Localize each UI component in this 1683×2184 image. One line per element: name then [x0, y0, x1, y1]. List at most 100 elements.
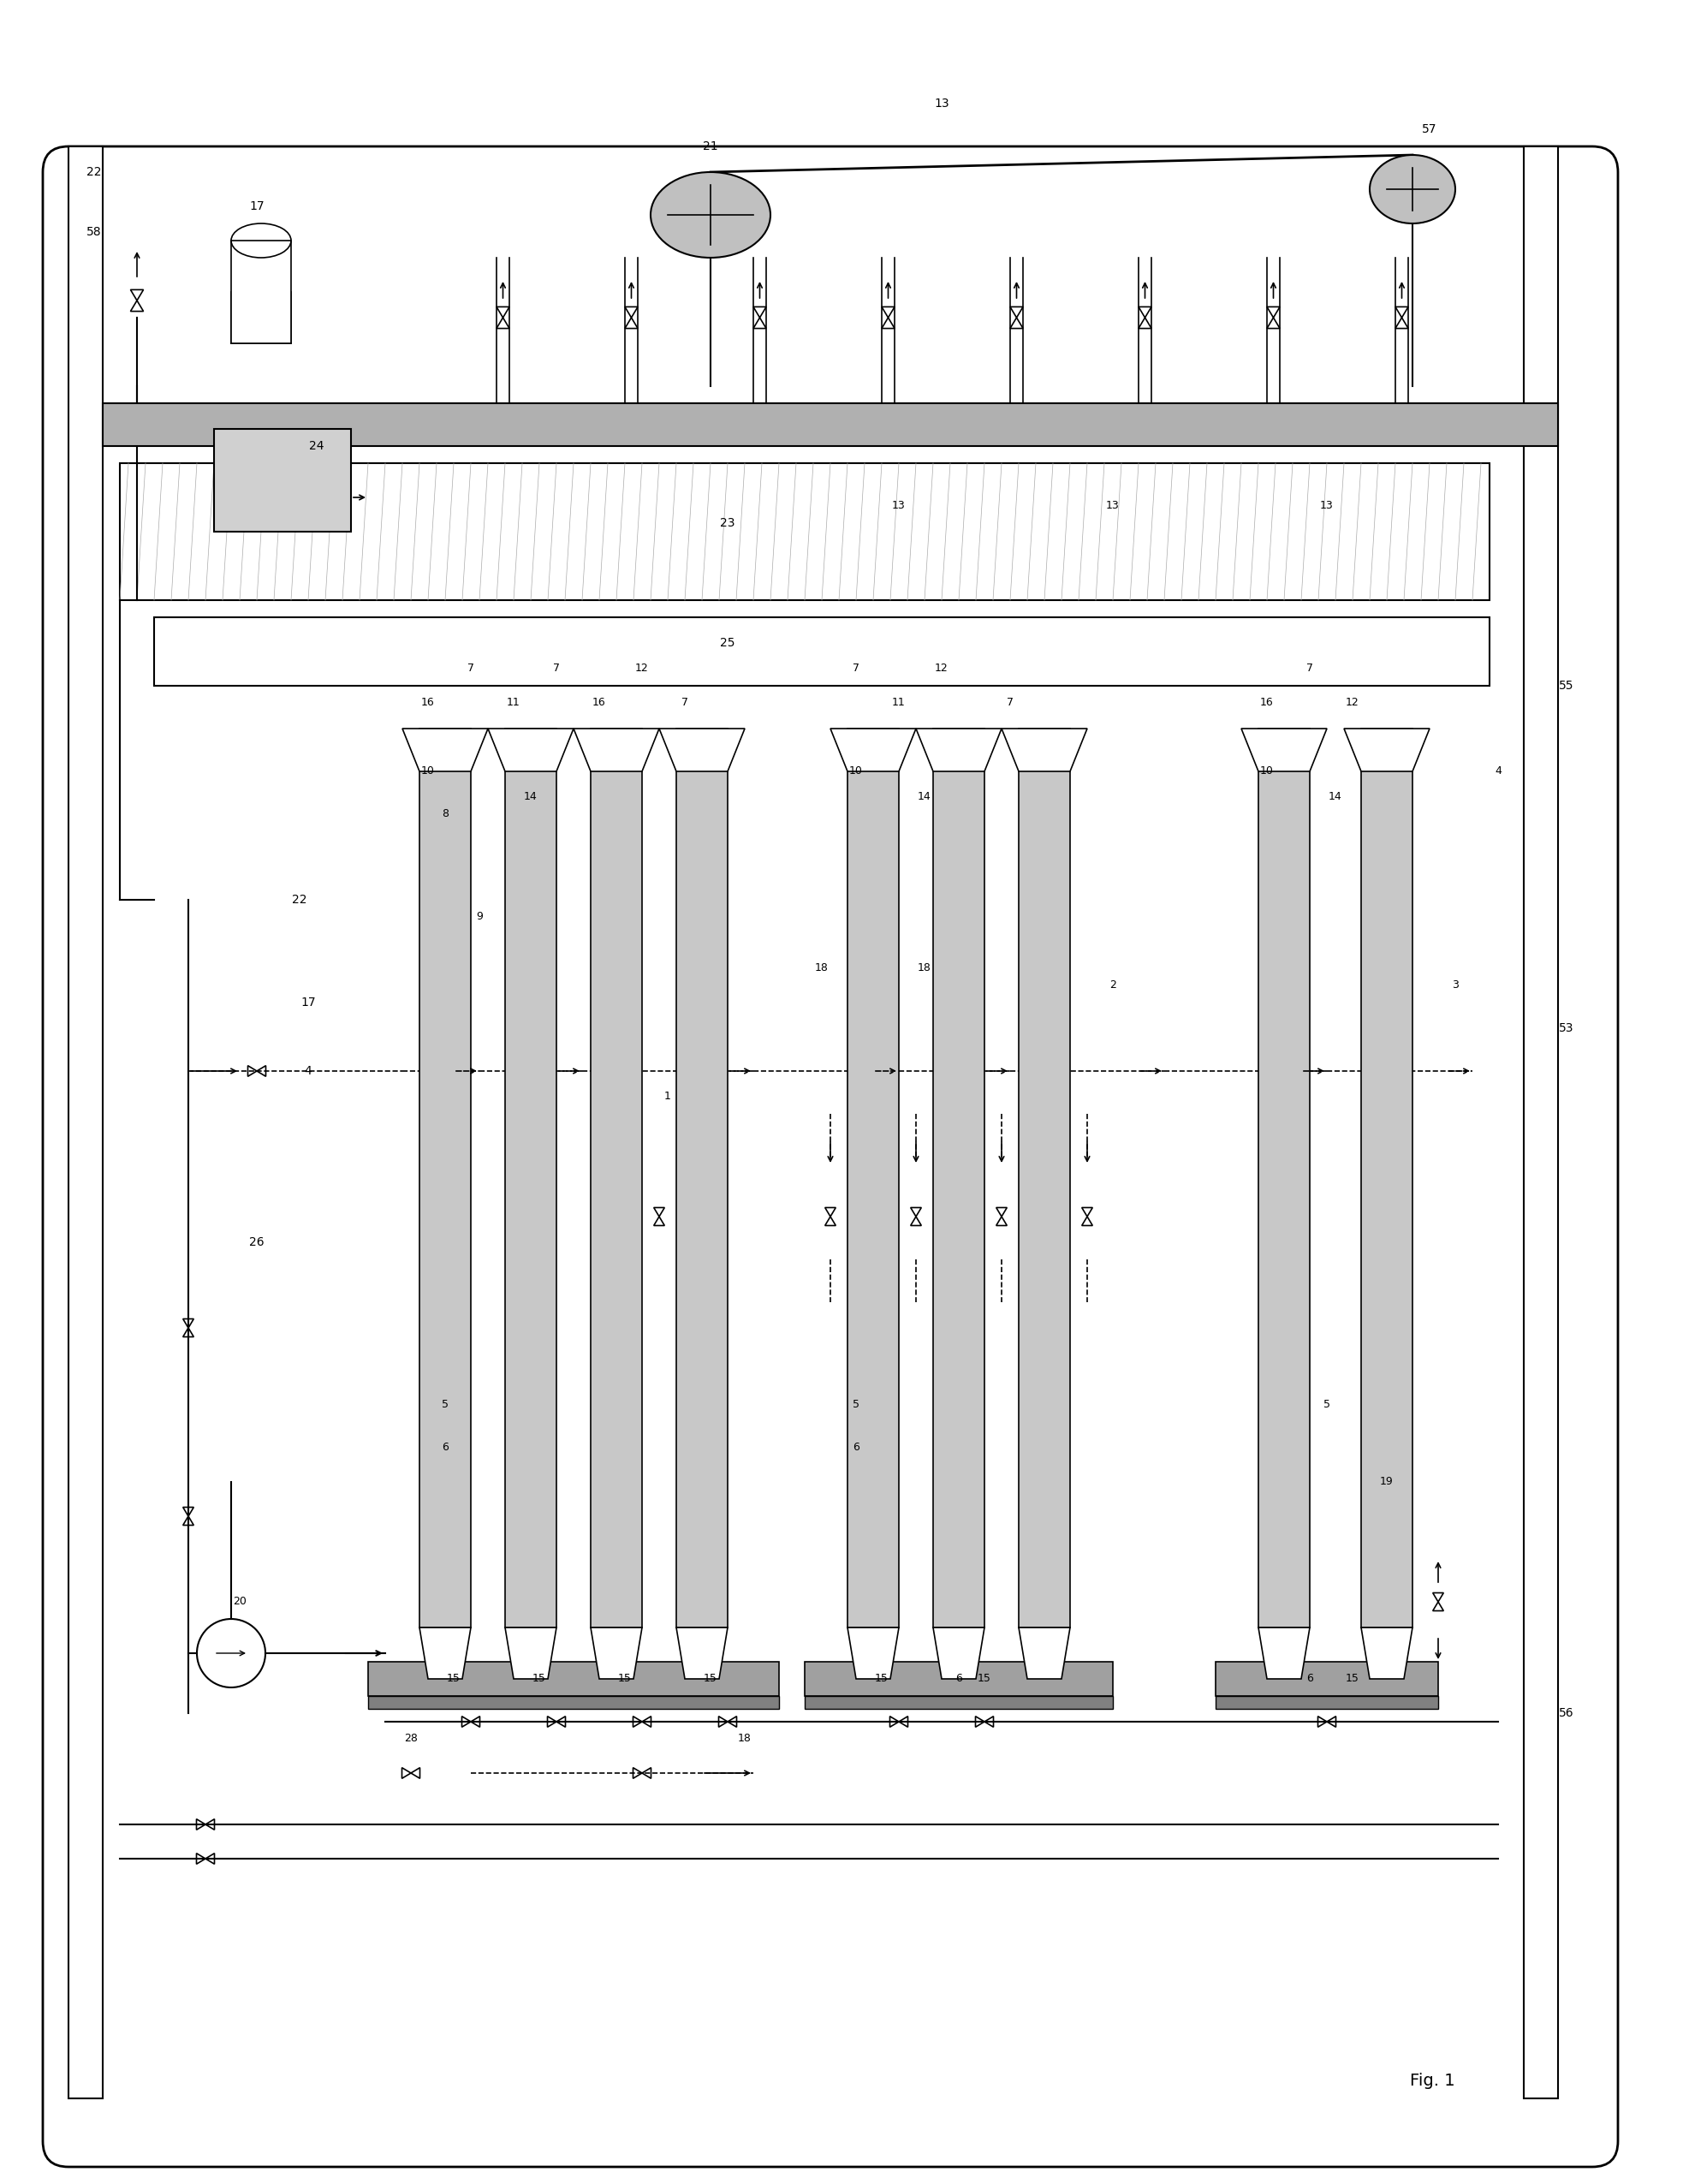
Text: 7: 7: [682, 697, 688, 708]
Bar: [1018, 729, 1070, 1627]
Bar: [1215, 1697, 1439, 1708]
Bar: [804, 1662, 1112, 1697]
Text: 55: 55: [1558, 679, 1574, 692]
Text: 20: 20: [232, 1597, 246, 1607]
Ellipse shape: [651, 173, 771, 258]
Text: 6: 6: [441, 1441, 448, 1452]
Text: 53: 53: [1558, 1022, 1574, 1035]
Polygon shape: [488, 729, 574, 771]
Text: 18: 18: [815, 963, 828, 974]
Text: 16: 16: [592, 697, 606, 708]
Text: 7: 7: [554, 664, 560, 675]
Polygon shape: [848, 1627, 899, 1679]
Text: 9: 9: [476, 911, 483, 922]
Polygon shape: [1362, 1627, 1412, 1679]
Bar: [505, 729, 557, 1627]
Bar: [677, 729, 727, 1627]
Polygon shape: [830, 729, 916, 771]
Text: 13: 13: [934, 98, 949, 109]
Text: 6: 6: [853, 1441, 860, 1452]
Text: 4: 4: [305, 1066, 311, 1077]
Polygon shape: [1345, 729, 1429, 771]
Text: 5: 5: [441, 1400, 449, 1411]
Text: 7: 7: [853, 664, 860, 675]
Text: 15: 15: [532, 1673, 545, 1684]
Text: 16: 16: [421, 697, 434, 708]
Text: 6: 6: [1306, 1673, 1313, 1684]
Ellipse shape: [1370, 155, 1456, 223]
Text: 13: 13: [1106, 500, 1119, 511]
Bar: [1215, 1662, 1439, 1697]
Bar: [932, 729, 985, 1627]
Text: Fig. 1: Fig. 1: [1410, 2073, 1456, 2090]
Text: 6: 6: [956, 1673, 963, 1684]
Text: 14: 14: [523, 791, 537, 804]
Polygon shape: [1242, 729, 1326, 771]
Polygon shape: [677, 1627, 727, 1679]
Text: 12: 12: [936, 664, 949, 675]
Polygon shape: [505, 1627, 557, 1679]
Polygon shape: [660, 729, 746, 771]
Text: 21: 21: [703, 140, 719, 153]
Text: 22: 22: [293, 893, 306, 906]
Text: 11: 11: [892, 697, 905, 708]
Text: 7: 7: [1006, 697, 1013, 708]
Text: 57: 57: [1422, 122, 1437, 135]
Bar: [1523, 146, 1558, 2099]
Text: 14: 14: [1328, 791, 1341, 804]
Text: 25: 25: [720, 638, 735, 649]
Bar: [69, 146, 103, 2099]
Text: 15: 15: [875, 1673, 889, 1684]
Polygon shape: [402, 729, 488, 771]
Polygon shape: [419, 1627, 471, 1679]
Text: 1: 1: [665, 1092, 672, 1103]
Polygon shape: [1259, 1627, 1309, 1679]
Text: 28: 28: [404, 1734, 417, 1745]
Text: 22: 22: [88, 166, 101, 179]
Text: 15: 15: [448, 1673, 461, 1684]
Text: 15: 15: [703, 1673, 717, 1684]
Text: 11: 11: [507, 697, 520, 708]
Text: 17: 17: [249, 201, 264, 212]
Polygon shape: [591, 1627, 641, 1679]
Text: 19: 19: [1380, 1476, 1394, 1487]
Text: 10: 10: [421, 767, 434, 778]
Text: 18: 18: [737, 1734, 752, 1745]
Text: 3: 3: [1452, 981, 1459, 992]
Text: 5: 5: [853, 1400, 860, 1411]
Text: 26: 26: [249, 1236, 264, 1249]
Text: 56: 56: [1558, 1708, 1574, 1719]
Text: 8: 8: [441, 808, 449, 819]
Bar: [1362, 729, 1412, 1627]
Text: 5: 5: [1323, 1400, 1330, 1411]
Text: 12: 12: [1346, 697, 1360, 708]
Bar: [369, 1662, 779, 1697]
Text: 7: 7: [1306, 664, 1313, 675]
Bar: [231, 240, 291, 343]
Text: 16: 16: [1261, 697, 1274, 708]
Bar: [591, 729, 641, 1627]
Text: 13: 13: [892, 500, 905, 511]
Polygon shape: [1001, 729, 1087, 771]
Text: 10: 10: [850, 767, 863, 778]
Bar: [214, 428, 352, 531]
Bar: [369, 1697, 779, 1708]
Text: 15: 15: [1346, 1673, 1360, 1684]
Text: 14: 14: [917, 791, 931, 804]
Text: 10: 10: [1261, 767, 1274, 778]
Bar: [419, 729, 471, 1627]
Bar: [155, 618, 1489, 686]
Text: 2: 2: [1109, 981, 1116, 992]
Bar: [848, 729, 899, 1627]
Polygon shape: [916, 729, 1001, 771]
Bar: [804, 1697, 1112, 1708]
Text: 18: 18: [917, 963, 931, 974]
Text: 24: 24: [310, 439, 325, 452]
Bar: [1259, 729, 1309, 1627]
Text: 17: 17: [301, 996, 316, 1009]
FancyBboxPatch shape: [42, 146, 1617, 2167]
Text: 15: 15: [618, 1673, 631, 1684]
Polygon shape: [574, 729, 660, 771]
Bar: [103, 404, 1558, 446]
Bar: [119, 463, 1489, 601]
